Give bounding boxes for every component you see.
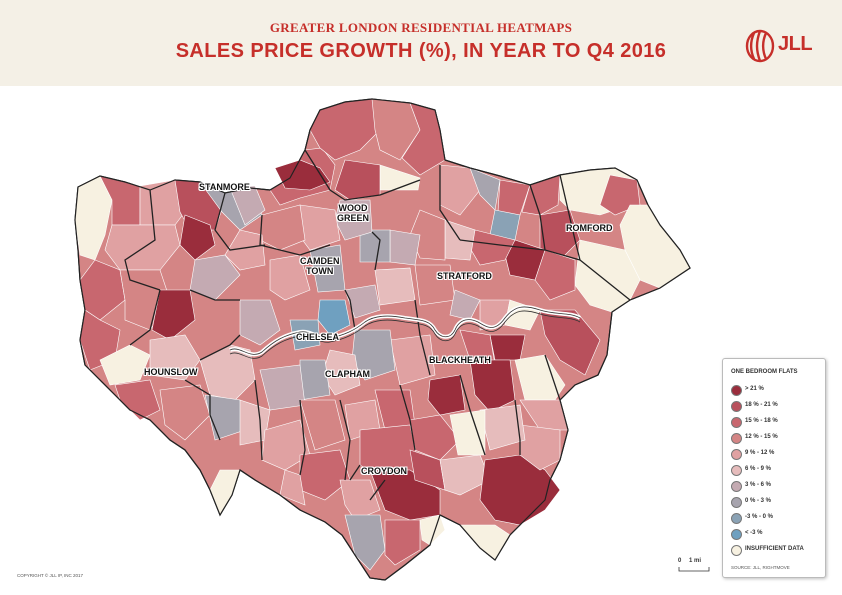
place-label-stanmore: STANMORE [199,182,250,192]
legend-label: 12 % - 15 % [745,434,778,440]
place-label-chelsea: CHELSEA [296,332,340,342]
place-label-romford: ROMFORD [566,223,613,233]
scale-label-one: 1 mi [689,558,702,564]
scale-label-zero: 0 [678,558,682,564]
legend-source: SOURCE: JLL, RIGHTMOVE [731,565,790,570]
legend-swatch [731,481,742,492]
legend-label: 15 % - 18 % [745,418,778,424]
legend-swatch [731,545,742,556]
place-label-blackheath: BLACKHEATH [429,355,491,365]
legend-swatch [731,465,742,476]
legend-swatch [731,529,742,540]
legend-label: 18 % - 21 % [745,402,778,408]
legend-title: ONE BEDROOM FLATS [731,369,798,375]
place-label-stratford: STRATFORD [437,271,492,281]
legend-label: 0 % - 3 % [745,498,772,504]
legend-label: INSUFFICIENT DATA [745,546,804,552]
jll-logo-text: JLL [778,33,813,55]
ward-patches [74,98,691,571]
legend-label: 6 % - 9 % [745,466,772,472]
map-supertitle: GREATER LONDON RESIDENTIAL HEATMAPS [269,20,573,35]
legend-swatch [731,449,742,460]
map-title: SALES PRICE GROWTH (%), IN YEAR TO Q4 20… [175,40,667,62]
place-label-hounslow: HOUNSLOW [144,367,198,377]
borough-boundaries [124,149,631,501]
place-label-wood-green: WOOD GREEN [337,203,370,223]
legend-swatch [731,417,742,428]
copyright-note: COPYRIGHT © JLL IP, INC 2017 [17,573,84,578]
legend-label: < -3 % [745,530,763,536]
place-label-clapham: CLAPHAM [325,369,370,379]
legend-label: -3 % - 0 % [745,514,774,520]
jll-logo-icon [745,29,775,63]
place-label-croydon: CROYDON [361,466,408,476]
scale-bar-icon [678,567,710,572]
legend-swatch [731,433,742,444]
map-legend: ONE BEDROOM FLATS > 21 % 18 % - 21 % 15 … [722,358,826,578]
legend-label: > 21 % [745,386,764,392]
place-label-camden-town: CAMDEN TOWN [300,256,340,276]
legend-swatch [731,385,742,396]
legend-swatch [731,513,742,524]
legend-swatch [731,497,742,508]
legend-label: 9 % - 12 % [745,450,775,456]
header-band [0,0,842,86]
london-map [74,98,691,581]
legend-swatch [731,401,742,412]
legend-label: 3 % - 6 % [745,482,772,488]
